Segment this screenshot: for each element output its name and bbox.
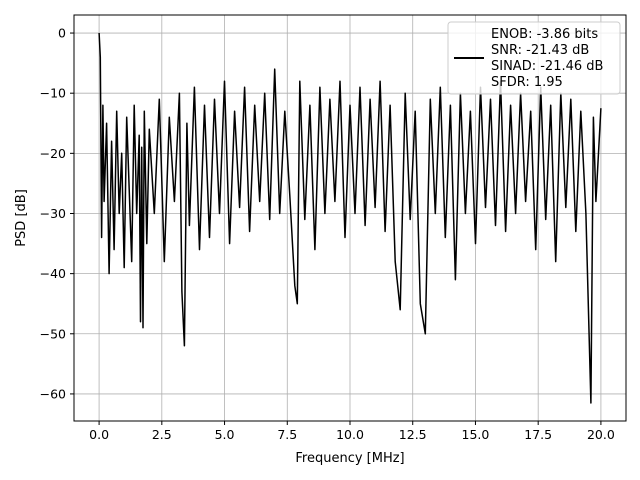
y-axis-label: PSD [dB] [14,189,29,247]
x-tick-label: 20.0 [587,427,615,442]
y-tick-label: −30 [40,206,66,221]
x-tick-label: 15.0 [462,427,490,442]
x-tick-label: 5.0 [215,427,235,442]
x-tick-label: 17.5 [524,427,552,442]
legend-text-sinad: SINAD: -21.46 dB [491,59,603,74]
legend: ENOB: -3.86 bits SNR: -21.43 dB SINAD: -… [447,21,621,95]
x-axis-ticks: 0.0 2.5 5.0 7.5 10.0 12.5 15.0 17.5 20.0 [89,421,615,442]
y-axis-ticks: 0 −10 −20 −30 −40 −50 −60 [40,26,74,401]
x-tick-label: 2.5 [152,427,172,442]
legend-text-enob: ENOB: -3.86 bits [491,27,598,42]
y-tick-label: −40 [40,266,66,281]
grid-lines [74,15,626,421]
y-tick-label: −60 [40,386,66,401]
x-tick-label: 7.5 [277,427,297,442]
x-tick-label: 10.0 [336,427,364,442]
psd-series-line [98,32,602,404]
legend-text-sfdr: SFDR: 1.95 [491,75,563,90]
x-tick-label: 0.0 [89,427,109,442]
legend-text-snr: SNR: -21.43 dB [491,43,589,58]
y-tick-label: −10 [40,86,66,101]
y-tick-label: 0 [58,26,66,41]
x-axis-label: Frequency [MHz] [295,451,404,466]
x-tick-label: 12.5 [399,427,427,442]
legend-box [447,21,621,95]
y-tick-label: −50 [40,326,66,341]
y-tick-label: −20 [40,146,66,161]
